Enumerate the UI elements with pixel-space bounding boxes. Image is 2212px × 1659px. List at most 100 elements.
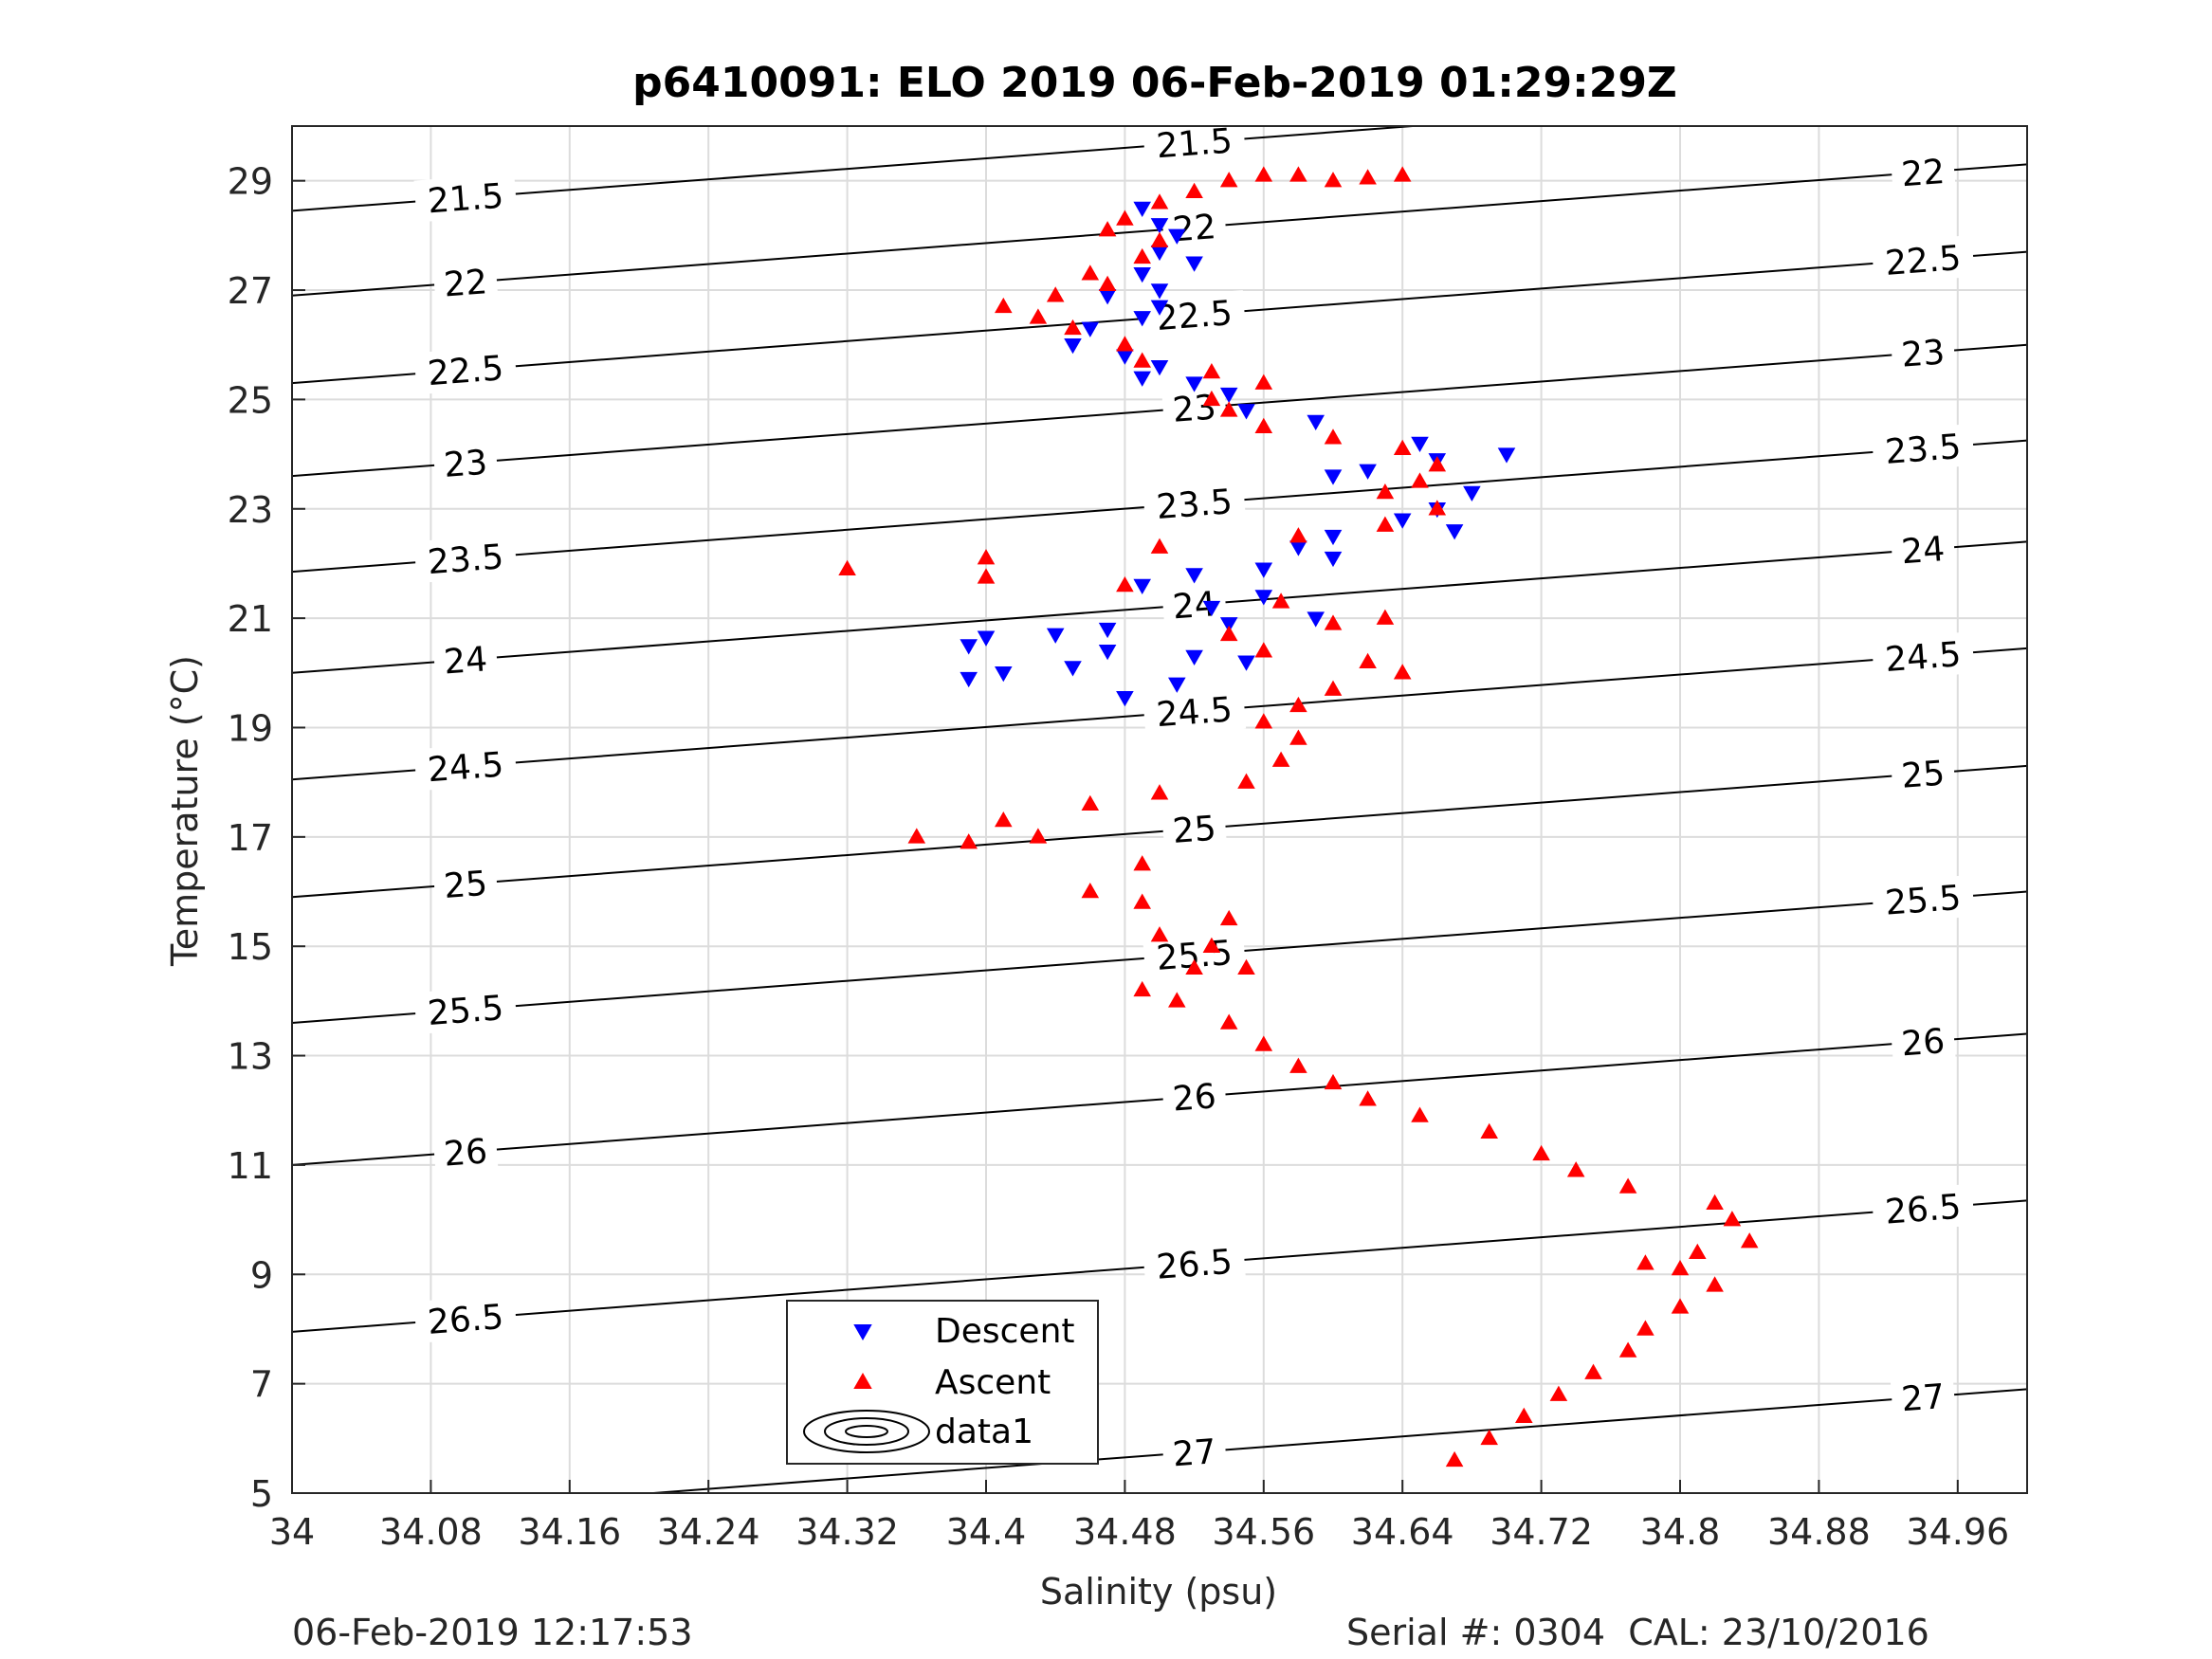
isopycnal-label-bg	[413, 985, 518, 1035]
isopycnal-label-bg	[413, 1294, 518, 1343]
isopycnal-label: 22	[1171, 208, 1217, 249]
ascent-point	[1671, 1298, 1690, 1314]
y-tick-label: 5	[250, 1473, 273, 1515]
ascent-point	[1636, 1320, 1654, 1336]
ascent-point	[1219, 172, 1238, 188]
ascent-point	[1202, 363, 1221, 379]
descent-point	[1219, 387, 1238, 404]
descent-point	[1359, 464, 1377, 480]
ascent-point	[1324, 614, 1343, 630]
ascent-point	[1064, 319, 1082, 336]
ascent-point	[1289, 166, 1307, 182]
descent-point	[1185, 649, 1203, 666]
isopycnal-label-bg	[1871, 631, 1975, 682]
y-tick-label: 13	[228, 1036, 273, 1078]
footer-timestamp: 06-Feb-2019 12:17:53	[292, 1612, 693, 1653]
descent-point	[1168, 677, 1186, 693]
y-tick-label: 27	[228, 270, 273, 312]
x-tick-label: 34.8	[1640, 1511, 1721, 1553]
ascent-point	[1202, 937, 1221, 953]
ascent-point	[1706, 1276, 1724, 1292]
ascent-point	[1219, 909, 1238, 926]
descent-point	[1081, 321, 1100, 337]
ascent-point	[1185, 182, 1203, 198]
isopycnal-label: 25.5	[1884, 879, 1963, 923]
isopycnal-label-bg	[1871, 235, 1975, 284]
ascent-point	[1636, 1254, 1654, 1270]
ascent-point	[1150, 784, 1169, 800]
descent-point	[1237, 655, 1255, 671]
descent-point	[1411, 436, 1429, 453]
ascent-point	[1133, 980, 1151, 997]
isopycnal-label: 26	[443, 1132, 489, 1174]
ascent-point	[1289, 1057, 1307, 1073]
ascent-point	[1116, 576, 1134, 592]
isopycnal-label-bg	[413, 741, 518, 792]
isopycnal-label: 25.5	[427, 989, 505, 1033]
ascent-point	[1168, 992, 1186, 1008]
isopycnal-label: 24.5	[1155, 690, 1234, 735]
ascent-point	[1359, 169, 1377, 185]
descent-point	[1289, 540, 1307, 556]
x-axis-label: Salinity (psu)	[1040, 1571, 1277, 1613]
ascent-point	[1411, 472, 1429, 488]
ascent-point	[1689, 1243, 1707, 1259]
ascent-point	[1254, 166, 1273, 182]
ascent-point	[1133, 855, 1151, 871]
isopycnal-label-bg	[1161, 581, 1228, 629]
descent-point	[1133, 311, 1151, 327]
isopycnal-line	[291, 343, 2028, 478]
ascent-point	[1359, 652, 1377, 669]
ascent-point	[1706, 1194, 1724, 1211]
isopycnal-label: 25	[443, 865, 489, 906]
descent-point	[1307, 414, 1325, 430]
isopycnal-label: 26.5	[1155, 1243, 1234, 1287]
ascent-point	[1116, 336, 1134, 352]
legend-contour-marker	[803, 1410, 930, 1453]
descent-point	[1046, 628, 1065, 644]
legend-box	[786, 1300, 1099, 1465]
plot-area-frame	[291, 125, 2028, 1494]
descent-point	[1133, 371, 1151, 387]
y-tick-label: 23	[228, 489, 273, 531]
isopycnal-label-bg	[432, 439, 499, 486]
legend-descent-label: Descent	[935, 1312, 1075, 1351]
isopycnal-line	[291, 1032, 2028, 1166]
descent-point	[1133, 578, 1151, 595]
ascent-point	[1618, 1177, 1637, 1194]
isopycnal-label: 24.5	[1884, 635, 1963, 680]
isopycnal-label: 23	[443, 444, 489, 485]
x-axis-ticks: 34 34.08 34.16 34.24 34.32 34.4 34.48 34.56 34.6…	[269, 1480, 2009, 1553]
isopycnal-label: 22.5	[1884, 239, 1963, 283]
ascent-point	[1289, 729, 1307, 745]
descent-point	[960, 671, 978, 688]
isopycnal-label: 21.5	[1155, 121, 1234, 166]
descent-point	[1150, 218, 1169, 234]
ascent-point	[1445, 1450, 1464, 1468]
x-tick-label: 34.4	[946, 1511, 1027, 1553]
ascent-point	[1150, 193, 1169, 210]
ascent-point	[1271, 592, 1290, 609]
isopycnal-line	[653, 1388, 2028, 1494]
ascent-point	[1150, 231, 1169, 247]
y-tick-label: 7	[250, 1364, 273, 1406]
descent-point	[1185, 376, 1203, 392]
ascent-point	[1376, 516, 1395, 532]
isopycnal-label-bg	[1890, 149, 1956, 196]
y-tick-label: 21	[228, 598, 273, 640]
y-tick-label: 11	[228, 1145, 273, 1187]
x-tick-label: 34.64	[1351, 1511, 1454, 1553]
ascent-point	[1324, 172, 1343, 188]
legend-ascent-marker	[853, 1372, 872, 1389]
y-tick-label: 17	[228, 817, 273, 859]
descent-point	[1324, 469, 1343, 485]
isopycnal-label: 21.5	[427, 177, 505, 222]
isopycnal-label-bg	[432, 861, 499, 907]
ascent-point	[907, 828, 926, 844]
ascent-point	[1376, 609, 1395, 625]
ascent-point	[1150, 926, 1169, 942]
ascent-point	[1029, 308, 1048, 324]
ascent-point	[1133, 893, 1151, 909]
x-tick-label: 34.32	[795, 1511, 899, 1553]
ascent-point	[1185, 958, 1203, 975]
